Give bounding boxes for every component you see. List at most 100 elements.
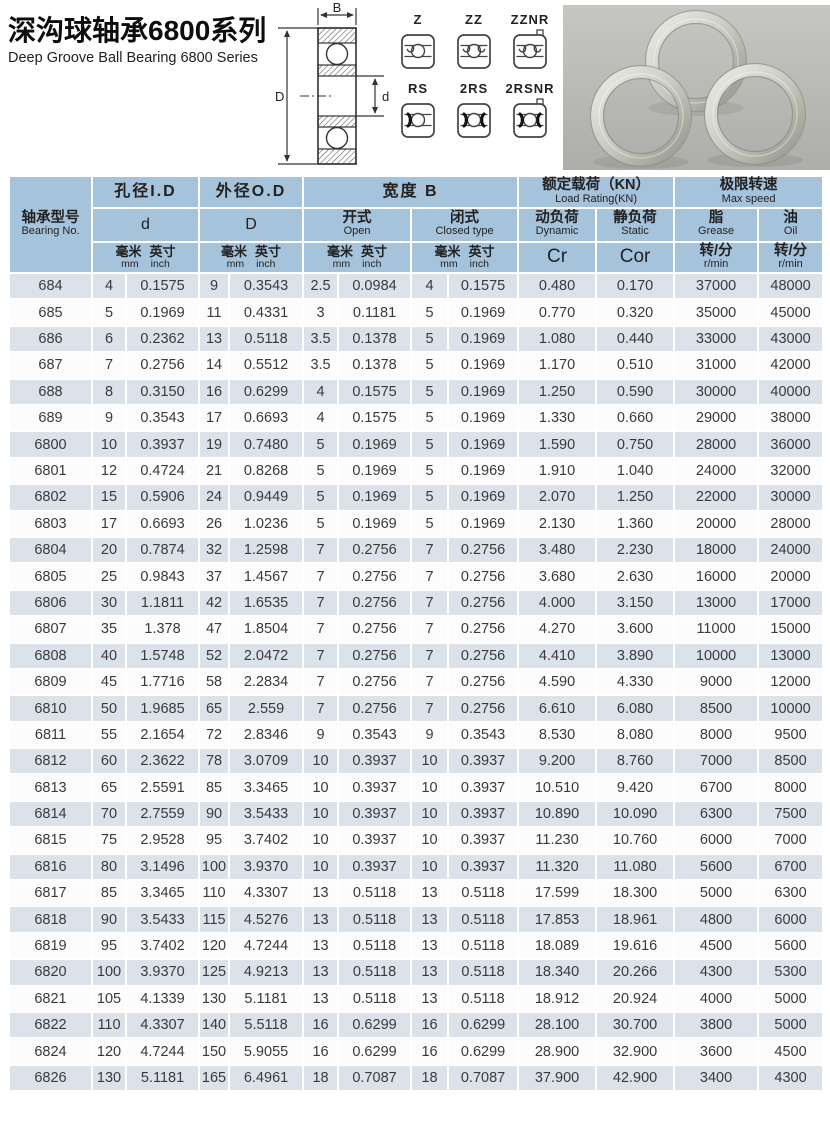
value-cell: 8.760	[595, 747, 676, 776]
value-cell: 0.1969	[447, 483, 520, 512]
value-cell: 3.3465	[124, 879, 201, 908]
bearing-no-cell: 6820	[8, 958, 93, 987]
bearing-no-cell: 6816	[8, 852, 93, 882]
bearing-ring	[644, 9, 748, 116]
value-cell: 13	[198, 324, 231, 354]
value-cell: 5.1181	[124, 1063, 201, 1093]
table-row: 6819 95 3.7402 120 4.7244 13 0.5118 13 0.5118 18.…	[8, 931, 825, 961]
value-cell: 5000	[757, 984, 825, 1014]
value-cell: 0.5118	[337, 984, 413, 1014]
bearing-no-cell: 6807	[8, 615, 93, 644]
value-cell: 2.7559	[124, 799, 201, 829]
value-cell: 5	[410, 324, 450, 354]
value-cell: 3.5	[302, 351, 340, 380]
value-cell: 8000	[673, 720, 760, 750]
value-cell: 3.600	[595, 615, 676, 644]
value-cell: 140	[198, 1010, 231, 1040]
value-cell: 70	[91, 799, 127, 829]
value-cell: 18	[410, 1063, 450, 1093]
value-cell: 10000	[673, 641, 760, 670]
value-cell: 7	[302, 535, 340, 565]
value-cell: 18.089	[517, 931, 598, 961]
variant-label: RS	[407, 81, 429, 96]
value-cell: 3.9370	[228, 852, 305, 882]
value-cell: 13	[410, 984, 450, 1014]
value-cell: 3.480	[517, 535, 598, 565]
value-cell: 2.3622	[124, 747, 201, 776]
value-cell: 3.9370	[124, 958, 201, 987]
bearing-cross-section-diagram: B D d	[272, 0, 394, 179]
value-cell: 55	[91, 720, 127, 750]
value-cell: 9000	[673, 667, 760, 697]
value-cell: 0.1969	[447, 351, 520, 380]
bearing-no-cell: 6810	[8, 694, 93, 723]
value-cell: 0.5118	[337, 905, 413, 934]
table-row: 6817 85 3.3465 110 4.3307 13 0.5118 13 0.5118 17.…	[8, 879, 825, 908]
value-cell: 4.3307	[124, 1010, 201, 1040]
value-cell: 5	[410, 351, 450, 380]
col-header-d-symbol: d	[90, 206, 201, 243]
value-cell: 5600	[757, 931, 825, 961]
value-cell: 4.5276	[228, 905, 305, 934]
table-body: 684 4 0.1575 9 0.3543 2.5 0.0984 4 0.1575 0.480 0.…	[8, 272, 825, 1093]
value-cell: 7000	[673, 747, 760, 776]
value-cell: 130	[198, 984, 231, 1014]
value-cell: 1.250	[517, 377, 598, 407]
value-cell: 0.480	[517, 272, 598, 301]
value-cell: 0.1969	[337, 509, 413, 538]
bearing-no-cell: 6821	[8, 984, 93, 1014]
value-cell: 7	[302, 615, 340, 644]
value-cell: 20000	[673, 509, 760, 538]
col-header-dynamic-load: 动负荷 Dynamic	[517, 206, 598, 243]
value-cell: 0.2756	[447, 588, 520, 618]
table-row: 684 4 0.1575 9 0.3543 2.5 0.0984 4 0.1575 0.480 0.…	[8, 272, 825, 301]
value-cell: 0.3543	[124, 404, 201, 433]
value-cell: 11	[198, 298, 231, 327]
table-row: 6803 17 0.6693 26 1.0236 5 0.1969 5 0.1969 2.130 1…	[8, 509, 825, 538]
value-cell: 0.2362	[124, 324, 201, 354]
value-cell: 9	[91, 404, 127, 433]
bearing-no-cell: 686	[8, 324, 93, 354]
value-cell: 90	[198, 799, 231, 829]
value-cell: 3800	[673, 1010, 760, 1040]
value-cell: 2.130	[517, 509, 598, 538]
value-cell: 9.420	[595, 773, 676, 802]
table-row: 6809 45 1.7716 58 2.2834 7 0.2756 7 0.2756 4.590 4…	[8, 667, 825, 697]
bearing-no-cell: 688	[8, 377, 93, 407]
value-cell: 32000	[757, 456, 825, 486]
value-cell: 58	[198, 667, 231, 697]
variant-2rsnr: 2RSNR	[502, 81, 558, 144]
table-row: 6814 70 2.7559 90 3.5433 10 0.3937 10 0.3937 10.8…	[8, 799, 825, 829]
seal-both-snap-ring-icon	[502, 97, 558, 144]
value-cell: 3.150	[595, 588, 676, 618]
table-row: 6806 30 1.1811 42 1.6535 7 0.2756 7 0.2756 4.000 3…	[8, 588, 825, 618]
bearing-no-cell: 6805	[8, 562, 93, 591]
value-cell: 24	[198, 483, 231, 512]
value-cell: 7	[410, 615, 450, 644]
value-cell: 0.5118	[337, 931, 413, 961]
value-cell: 0.3937	[447, 852, 520, 882]
value-cell: 2.9528	[124, 826, 201, 855]
col-header-static-load: 静负荷 Static	[595, 206, 676, 243]
value-cell: 4500	[757, 1037, 825, 1066]
value-cell: 18.961	[595, 905, 676, 934]
seal-left-icon	[390, 97, 446, 144]
value-cell: 7	[410, 562, 450, 591]
value-cell: 2.070	[517, 483, 598, 512]
title-block: 深沟球轴承6800系列 Deep Groove Ball Bearing 680…	[8, 15, 266, 66]
value-cell: 95	[91, 931, 127, 961]
value-cell: 31000	[673, 351, 760, 380]
value-cell: 5	[302, 483, 340, 512]
value-cell: 11.230	[517, 826, 598, 855]
value-cell: 16000	[673, 562, 760, 591]
value-cell: 3.5	[302, 324, 340, 354]
col-header-units-bore: 毫米 英寸 mm inch	[90, 240, 201, 275]
value-cell: 0.1969	[447, 324, 520, 354]
value-cell: 28.900	[517, 1037, 598, 1066]
value-cell: 0.6299	[447, 1037, 520, 1066]
table-row: 6816 80 3.1496 100 3.9370 10 0.3937 10 0.3937 11.…	[8, 852, 825, 882]
value-cell: 0.0984	[337, 272, 413, 301]
value-cell: 0.1575	[337, 377, 413, 407]
value-cell: 18.912	[517, 984, 598, 1014]
bearing-variant-diagrams: Z ZZ ZZNR RS 2RS 2RSNR	[390, 12, 558, 144]
